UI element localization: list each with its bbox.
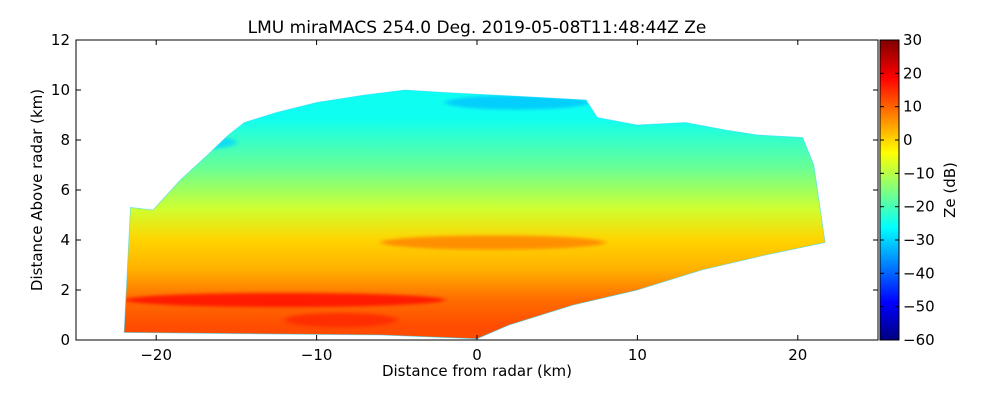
x-tick-label: 0 — [472, 346, 482, 364]
colorbar-tick-label: −60 — [903, 331, 935, 349]
colorbar-tick-label: 10 — [903, 98, 922, 116]
colorbar-tick-label: 0 — [903, 131, 913, 149]
y-tick-label: 2 — [60, 281, 70, 299]
colorbar — [879, 39, 900, 341]
y-tick-label: 6 — [60, 181, 70, 199]
y-tick-label: 12 — [51, 31, 70, 49]
colorbar-tick-label: −20 — [903, 198, 935, 216]
chart-title: LMU miraMACS 254.0 Deg. 2019-05-08T11:48… — [248, 18, 707, 38]
y-tick-label: 8 — [60, 131, 70, 149]
echo-feature-band — [284, 313, 397, 327]
colorbar-tick-label: −50 — [903, 298, 935, 316]
echo-feature-band — [444, 95, 590, 110]
x-axis-ticks: −20 −10 0 10 20 — [140, 40, 807, 364]
x-tick-label: 20 — [788, 346, 807, 364]
y-tick-label: 0 — [60, 331, 70, 349]
y-tick-label: 4 — [60, 231, 70, 249]
colorbar-tick-label: 20 — [903, 64, 922, 82]
x-tick-label: −10 — [301, 346, 333, 364]
colorbar-tick-label: 30 — [903, 31, 922, 49]
x-tick-label: 10 — [628, 346, 647, 364]
y-axis-label: Distance Above radar (km) — [28, 89, 46, 291]
colorbar-tick-label: −30 — [903, 231, 935, 249]
echo-feature-band — [380, 235, 606, 250]
colorbar-label: Ze (dB) — [941, 162, 959, 218]
x-axis-label: Distance from radar (km) — [382, 362, 572, 380]
echo-outline — [123, 89, 826, 340]
y-axis-ticks: 0 2 4 6 8 10 12 — [51, 31, 878, 349]
colorbar-tick-label: −40 — [903, 264, 935, 282]
y-tick-label: 10 — [51, 81, 70, 99]
colorbar-ticks: −60 −50 −40 −30 −20 −10 0 10 20 30 — [880, 31, 935, 349]
colorbar-tick-label: −10 — [903, 164, 935, 182]
echo-feature-band — [124, 293, 445, 307]
x-tick-label: −20 — [140, 346, 172, 364]
